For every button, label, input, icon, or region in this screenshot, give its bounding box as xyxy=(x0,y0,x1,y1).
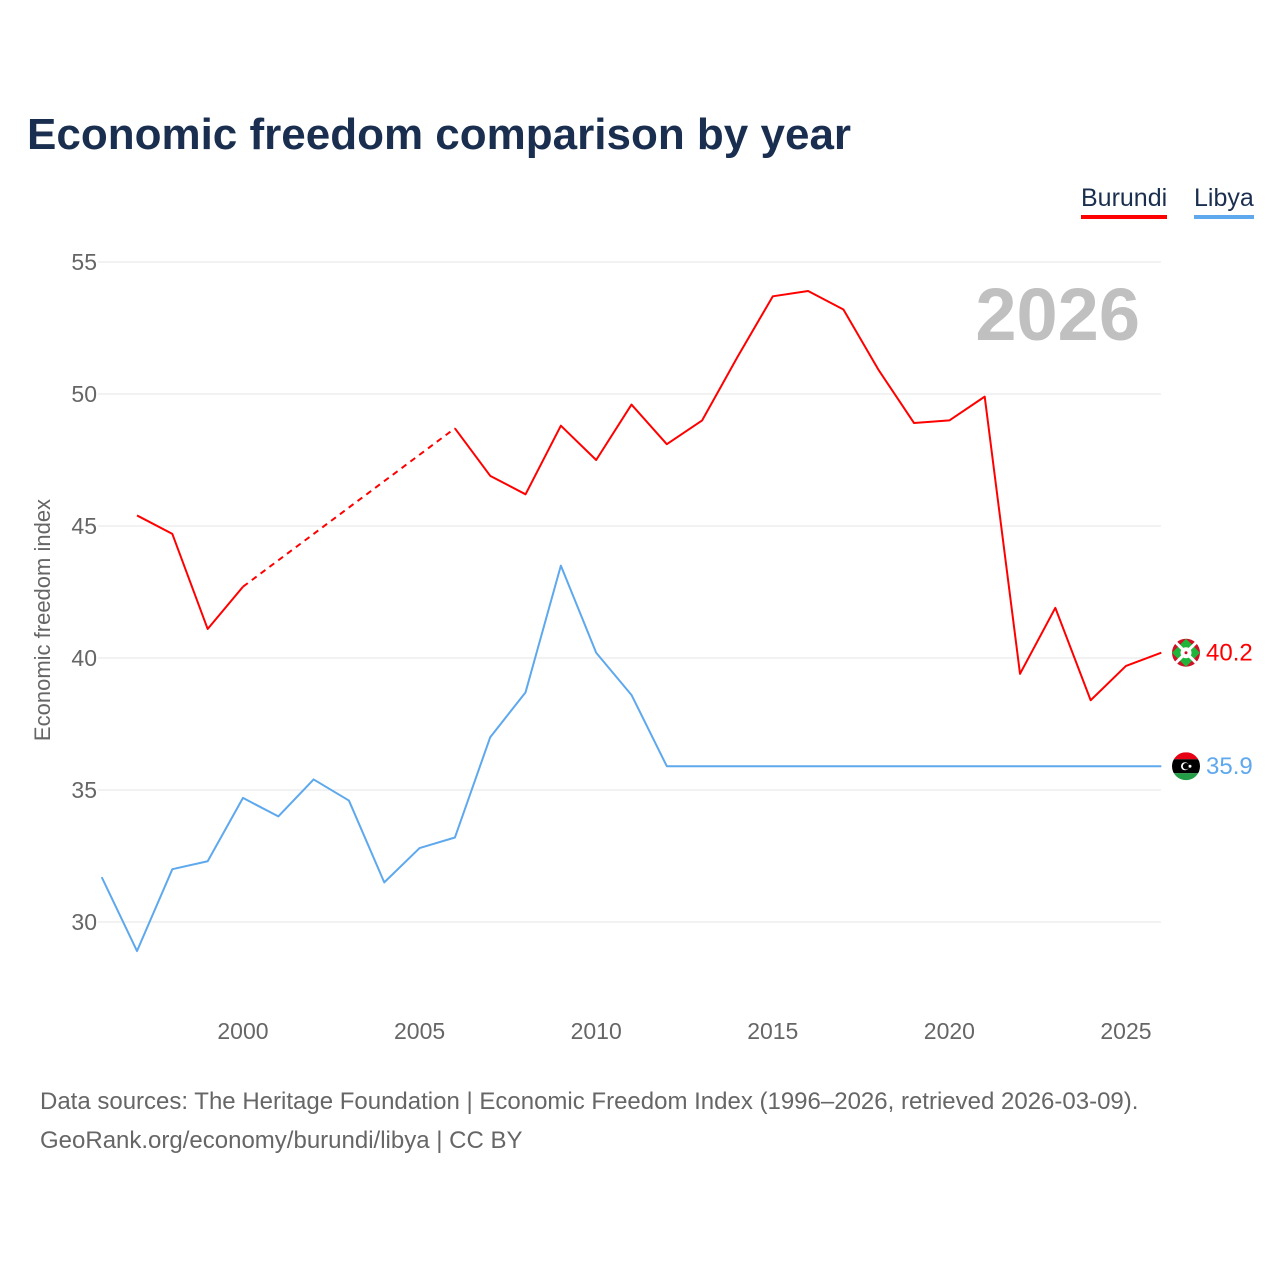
end-value-label: 35.9 xyxy=(1206,753,1253,780)
series-line-burundi xyxy=(454,290,1162,702)
end-value-label: 40.2 xyxy=(1206,640,1253,667)
x-tick-label: 2000 xyxy=(217,1018,268,1044)
year-watermark: 2026 xyxy=(975,273,1140,356)
libya-flag-icon xyxy=(1172,752,1200,781)
flag-star xyxy=(1184,651,1188,655)
y-axis-label: Economic freedom index xyxy=(30,499,55,741)
x-tick-label: 2005 xyxy=(394,1018,445,1044)
legend-libya[interactable]: Libya xyxy=(1194,184,1254,219)
x-tick-label: 2015 xyxy=(747,1018,798,1044)
y-tick-label: 35 xyxy=(71,777,97,803)
flag-red xyxy=(1172,752,1200,760)
series-line-libya xyxy=(100,564,1162,953)
chart-title: Economic freedom comparison by year xyxy=(27,110,852,159)
series-gap-burundi xyxy=(242,427,456,588)
source-note: Data sources: The Heritage Foundation | … xyxy=(40,1088,1139,1115)
y-tick-label: 50 xyxy=(71,381,97,407)
x-tick-label: 2020 xyxy=(924,1018,975,1044)
series-line-burundi xyxy=(136,514,244,630)
burundi-flag-icon xyxy=(1172,638,1200,667)
x-tick-label: 2010 xyxy=(571,1018,622,1044)
flag-green xyxy=(1172,773,1200,781)
flag-body xyxy=(1172,752,1200,781)
flag-crescent-cut xyxy=(1182,763,1190,770)
y-tick-label: 55 xyxy=(71,249,97,275)
source-url: GeoRank.org/economy/burundi/libya | CC B… xyxy=(40,1127,523,1154)
y-tick-label: 45 xyxy=(71,513,97,539)
legend-burundi[interactable]: Burundi xyxy=(1081,184,1168,219)
x-tick-label: 2025 xyxy=(1100,1018,1151,1044)
flag-star xyxy=(1188,764,1192,768)
y-tick-label: 30 xyxy=(71,909,97,935)
y-tick-label: 40 xyxy=(71,645,97,671)
